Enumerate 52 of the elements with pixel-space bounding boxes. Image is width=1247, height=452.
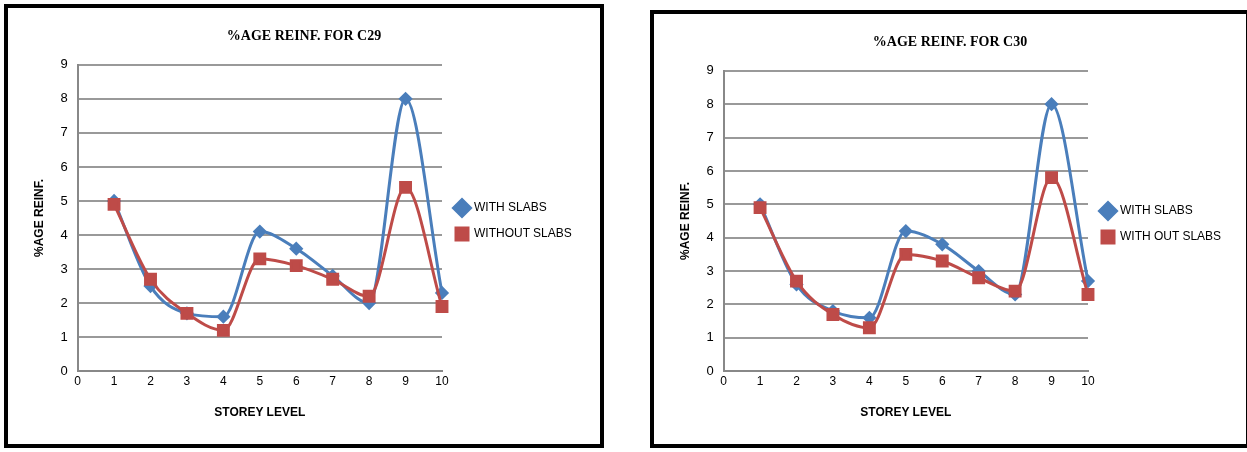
- legend-label: WITHOUT SLABS: [474, 226, 572, 241]
- chart-title: %AGE REINF. FOR C29: [226, 28, 382, 44]
- x-tick-label: 5: [256, 373, 264, 388]
- x-tick-label: 10: [435, 373, 449, 388]
- y-axis-title: %AGE REINF.: [677, 181, 692, 261]
- x-tick-label: 6: [938, 373, 946, 388]
- y-tick-label: 5: [60, 192, 68, 208]
- x-tick-label: 1: [110, 373, 118, 388]
- x-tick-label: 7: [329, 373, 337, 388]
- y-tick-label: 7: [706, 129, 714, 145]
- x-tick-label: 6: [292, 373, 300, 388]
- x-tick-label: 0: [720, 373, 728, 388]
- y-tick-label: 3: [706, 262, 714, 278]
- y-tick-label: 6: [60, 158, 68, 174]
- legend-label: WITH SLABS: [1120, 203, 1193, 218]
- y-tick-label: 9: [60, 56, 68, 72]
- y-tick-label: 9: [706, 62, 714, 78]
- y-tick-label: 1: [60, 328, 68, 344]
- y-tick-label: 0: [706, 362, 714, 378]
- x-tick-label: 3: [183, 373, 191, 388]
- x-tick-label: 2: [793, 373, 801, 388]
- y-tick-label: 8: [60, 90, 68, 106]
- y-tick-label: 4: [706, 229, 714, 245]
- x-tick-label: 8: [1011, 373, 1019, 388]
- x-tick-label: 1: [756, 373, 764, 388]
- x-tick-label: 3: [829, 373, 837, 388]
- y-tick-label: 2: [706, 296, 714, 312]
- x-tick-label: 7: [975, 373, 983, 388]
- y-tick-label: 1: [706, 329, 714, 345]
- y-tick-label: 8: [706, 95, 714, 111]
- x-tick-label: 0: [74, 373, 82, 388]
- x-tick-label: 4: [866, 373, 874, 388]
- y-tick-label: 3: [60, 260, 68, 276]
- chart-title: %AGE REINF. FOR C30: [872, 34, 1028, 50]
- legend-label: WITH SLABS: [474, 200, 547, 215]
- y-axis-title: %AGE REINF.: [31, 178, 46, 258]
- y-tick-label: 5: [706, 195, 714, 211]
- x-tick-label: 5: [902, 373, 910, 388]
- x-tick-label: 9: [402, 373, 410, 388]
- x-axis-title: STOREY LEVEL: [860, 405, 952, 420]
- x-tick-label: 2: [147, 373, 155, 388]
- legend-label: WITH OUT SLABS: [1120, 229, 1222, 244]
- x-tick-label: 9: [1048, 373, 1056, 388]
- y-tick-label: 4: [60, 226, 68, 242]
- y-tick-label: 2: [60, 294, 68, 310]
- x-tick-label: 8: [365, 373, 373, 388]
- y-tick-label: 6: [706, 162, 714, 178]
- x-tick-label: 4: [220, 373, 228, 388]
- y-tick-label: 0: [60, 362, 68, 378]
- y-tick-label: 7: [60, 124, 68, 140]
- x-axis-title: STOREY LEVEL: [214, 405, 306, 420]
- x-tick-label: 10: [1081, 373, 1095, 388]
